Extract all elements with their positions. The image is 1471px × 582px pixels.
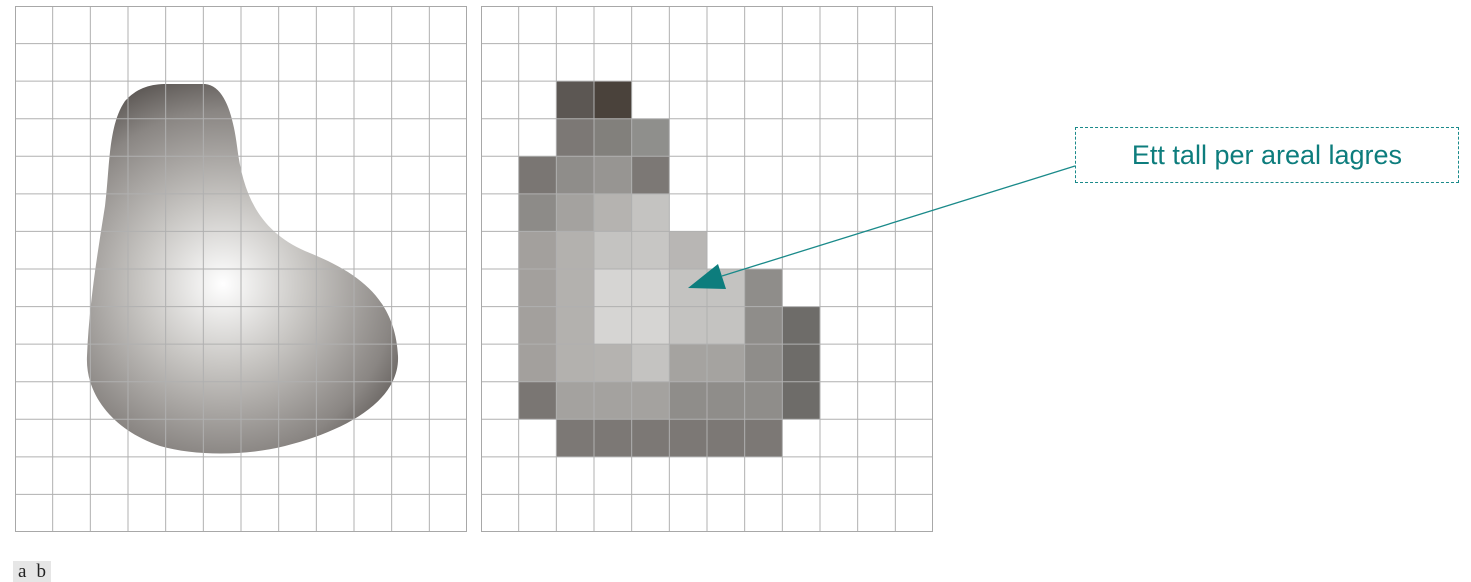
- raster-cell: [594, 118, 632, 157]
- raster-cell: [744, 269, 783, 307]
- panel-label-b: b: [36, 561, 46, 582]
- callout-box: Ett tall per areal lagres: [1075, 127, 1459, 183]
- raster-cell: [669, 306, 707, 345]
- raster-cell: [631, 193, 670, 232]
- raster-cell: [669, 419, 707, 457]
- raster-cell: [556, 118, 594, 157]
- raster-cell: [518, 156, 557, 194]
- raster-cell: [594, 344, 632, 382]
- raster-cell: [631, 118, 670, 157]
- raster-cell: [707, 381, 745, 420]
- callout-text: Ett tall per areal lagres: [1131, 139, 1403, 170]
- raster-cell: [744, 419, 783, 457]
- raster-cell: [556, 419, 594, 457]
- raster-cell: [556, 81, 594, 119]
- raster-cell: [594, 269, 632, 307]
- raster-cell: [707, 344, 745, 382]
- raster-cell: [669, 344, 707, 382]
- raster-cell: [556, 156, 594, 194]
- raster-cell: [556, 193, 594, 232]
- raster-cell: [631, 381, 670, 420]
- panel-a-continuous-shape: [15, 6, 467, 532]
- raster-cell: [631, 344, 670, 382]
- raster-cell: [518, 306, 557, 345]
- raster-cell: [631, 419, 670, 457]
- raster-cell: [594, 193, 632, 232]
- raster-cell: [518, 269, 557, 307]
- raster-cell: [518, 344, 557, 382]
- raster-cell: [631, 269, 670, 307]
- raster-cell: [707, 419, 745, 457]
- panel-b-raster-grid: [481, 6, 933, 532]
- callout-arrow-head: [688, 264, 726, 289]
- panel-label-a: a: [18, 561, 27, 582]
- raster-cell: [744, 381, 783, 420]
- raster-cell: [707, 306, 745, 345]
- raster-cell: [556, 231, 594, 269]
- callout-arrow-line: [721, 165, 1076, 277]
- raster-cell: [594, 381, 632, 420]
- raster-cell: [518, 381, 557, 420]
- panel-a-border: [15, 6, 467, 532]
- raster-cell: [631, 231, 670, 269]
- raster-cell: [518, 193, 557, 232]
- raster-cell: [556, 306, 594, 345]
- raster-cell: [669, 231, 707, 269]
- grid-a: [15, 6, 467, 532]
- raster-cell: [782, 344, 820, 382]
- raster-cell: [518, 231, 557, 269]
- raster-cell: [782, 381, 820, 420]
- raster-cell: [594, 156, 632, 194]
- raster-cell: [594, 306, 632, 345]
- raster-cell: [556, 344, 594, 382]
- raster-cell: [782, 306, 820, 345]
- raster-cells: [518, 81, 820, 457]
- raster-cell: [744, 344, 783, 382]
- raster-cell: [631, 156, 670, 194]
- raster-svg: [481, 6, 933, 532]
- raster-cell: [556, 381, 594, 420]
- raster-cell: [556, 269, 594, 307]
- continuous-shape-svg: [15, 6, 467, 532]
- grid-b: [481, 6, 933, 532]
- raster-cell: [744, 306, 783, 345]
- panel-labels: a b: [13, 561, 51, 582]
- raster-cell: [594, 419, 632, 457]
- raster-cell: [594, 81, 632, 119]
- raster-cell: [631, 306, 670, 345]
- panel-b-border: [481, 6, 933, 532]
- raster-cell: [594, 231, 632, 269]
- raster-cell: [669, 381, 707, 420]
